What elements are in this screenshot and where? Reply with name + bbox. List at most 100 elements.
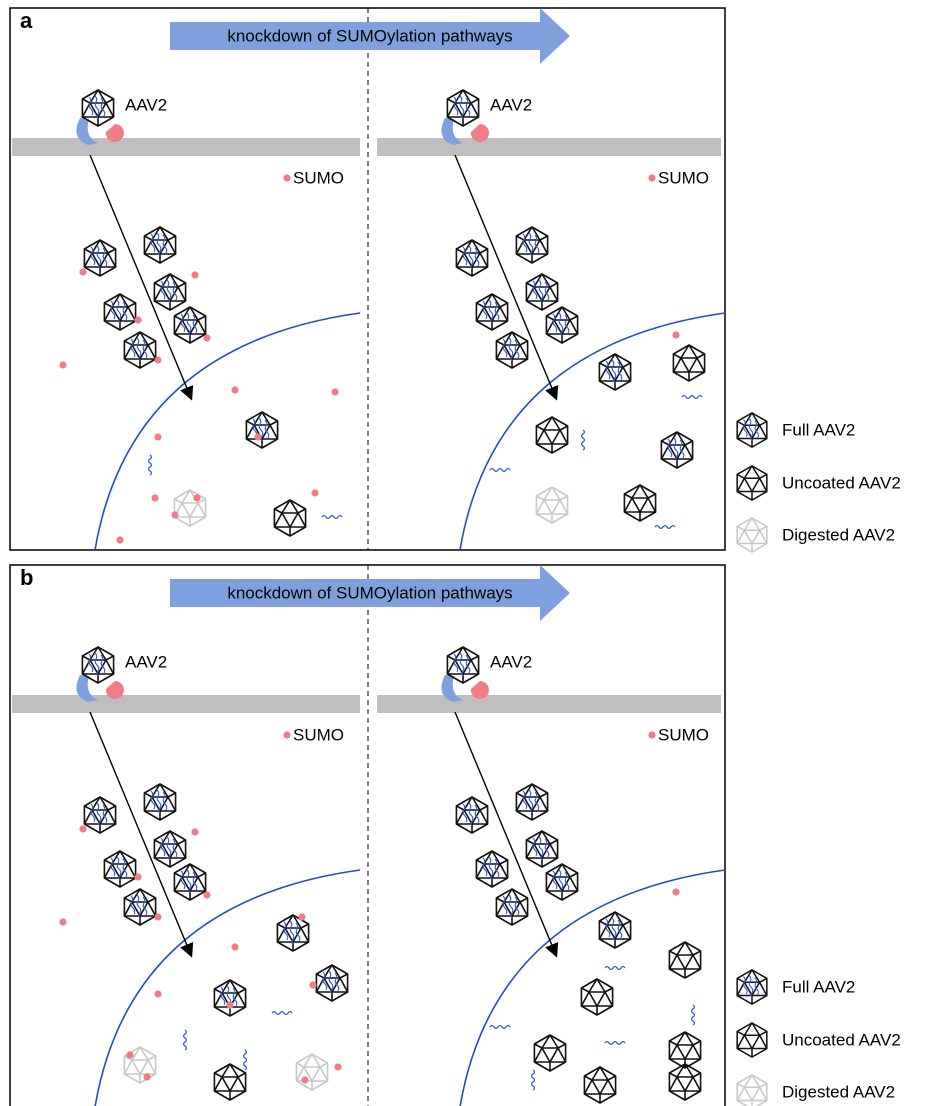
sumo-dot <box>79 268 86 275</box>
sumo-dot <box>154 990 161 997</box>
receptor-pink <box>471 124 489 142</box>
virus-label: AAV2 <box>490 95 532 114</box>
sumo-dot <box>231 943 238 950</box>
dna <box>322 516 342 519</box>
sumo-dot <box>79 825 86 832</box>
dna <box>682 396 702 399</box>
full-aav2 <box>599 912 630 948</box>
sumo-dot <box>154 913 161 920</box>
full-aav2 <box>174 307 205 343</box>
sumo-dot <box>309 981 316 988</box>
membrane <box>377 695 721 713</box>
dna <box>149 455 152 475</box>
full-aav2 <box>447 90 478 126</box>
sumo-dot <box>203 891 210 898</box>
sumo-dot <box>154 356 161 363</box>
uncoated-aav2 <box>669 942 700 978</box>
dna <box>655 526 675 529</box>
sumo-dot <box>334 1063 341 1070</box>
sumo-dot <box>134 316 141 323</box>
sumo-dot <box>191 828 198 835</box>
full-aav2 <box>476 851 507 887</box>
sumo-dot <box>151 494 158 501</box>
virus-label: AAV2 <box>125 95 167 114</box>
sumo-dot <box>191 271 198 278</box>
full-aav2 <box>546 307 577 343</box>
full-aav2 <box>82 647 113 683</box>
dna <box>605 967 625 970</box>
full-aav2 <box>82 90 113 126</box>
sumo-label: SUMO <box>293 725 344 744</box>
digested-aav2 <box>737 518 767 552</box>
uncoated-aav2 <box>737 466 767 500</box>
full-aav2 <box>154 831 185 867</box>
sumo-dot <box>59 361 66 368</box>
uncoated-aav2 <box>584 1067 615 1103</box>
uncoated-aav2 <box>737 1023 767 1057</box>
full-aav2 <box>661 432 692 468</box>
full-aav2 <box>456 240 487 276</box>
full-aav2 <box>174 864 205 900</box>
sumo-dot <box>283 731 290 738</box>
dna <box>490 469 510 472</box>
full-aav2 <box>154 274 185 310</box>
full-aav2 <box>516 227 547 263</box>
full-aav2 <box>124 889 155 925</box>
sumo-dot <box>154 433 161 440</box>
virus-label: AAV2 <box>490 652 532 671</box>
sumo-dot <box>672 888 679 895</box>
legend-label: Digested AAV2 <box>782 525 895 544</box>
full-aav2 <box>456 797 487 833</box>
full-aav2 <box>516 784 547 820</box>
full-aav2 <box>526 831 557 867</box>
full-aav2 <box>496 332 527 368</box>
dna <box>184 1030 187 1050</box>
legend-label: Uncoated AAV2 <box>782 1030 901 1049</box>
digested-aav2 <box>174 490 205 526</box>
sumo-label: SUMO <box>658 168 709 187</box>
uncoated-aav2 <box>536 417 567 453</box>
sumo-dot <box>311 489 318 496</box>
sumo-dot <box>134 873 141 880</box>
sumo-dot <box>203 334 210 341</box>
digested-aav2 <box>296 1054 327 1090</box>
uncoated-aav2 <box>669 1064 700 1100</box>
legend-label: Uncoated AAV2 <box>782 473 901 492</box>
uncoated-aav2 <box>214 1064 245 1100</box>
sumo-dot <box>301 1076 308 1083</box>
receptor-pink <box>471 681 489 699</box>
dna <box>490 1026 510 1029</box>
full-aav2 <box>316 965 347 1001</box>
full-aav2 <box>144 784 175 820</box>
sumo-dot <box>672 331 679 338</box>
membrane <box>377 138 721 156</box>
banner-text: knockdown of SUMOylation pathways <box>227 583 512 602</box>
sumo-dot <box>116 536 123 543</box>
full-aav2 <box>496 889 527 925</box>
panel-label: a <box>20 8 33 33</box>
full-aav2 <box>737 413 767 447</box>
sumo-dot <box>254 433 261 440</box>
dna <box>692 1005 695 1025</box>
receptor-pink <box>106 681 124 699</box>
legend-label: Full AAV2 <box>782 977 855 996</box>
uncoated-aav2 <box>581 979 612 1015</box>
sumo-dot <box>331 388 338 395</box>
uncoated-aav2 <box>624 485 655 521</box>
digested-aav2 <box>737 1075 767 1106</box>
full-aav2 <box>84 240 115 276</box>
full-aav2 <box>737 970 767 1004</box>
full-aav2 <box>476 294 507 330</box>
full-aav2 <box>84 797 115 833</box>
full-aav2 <box>599 354 630 390</box>
dna <box>244 1050 247 1070</box>
figure: a knockdown of SUMOylation pathways AAV2 SU… <box>0 0 931 1106</box>
sumo-dot <box>648 174 655 181</box>
panel-label: b <box>20 565 33 590</box>
sumo-label: SUMO <box>658 725 709 744</box>
uncoated-aav2 <box>673 345 704 381</box>
membrane <box>12 695 360 713</box>
full-aav2 <box>104 851 135 887</box>
sumo-dot <box>283 174 290 181</box>
digested-aav2 <box>536 487 567 523</box>
